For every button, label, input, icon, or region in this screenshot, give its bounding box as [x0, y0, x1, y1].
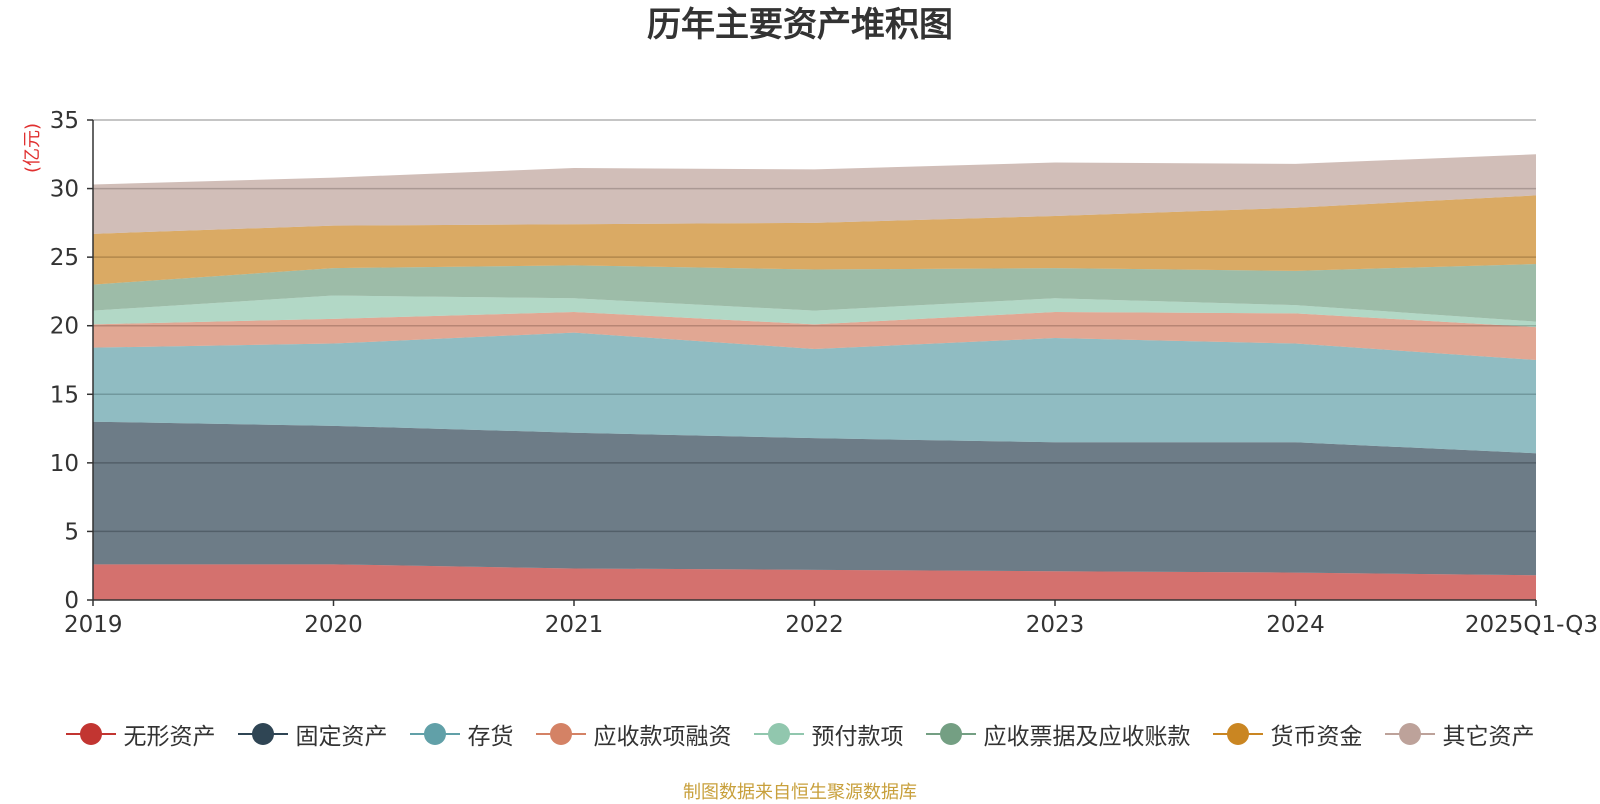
- legend-item-2[interactable]: 固定资产: [237, 717, 388, 751]
- legend-item-3[interactable]: 存货: [409, 717, 514, 751]
- x-tick-label: 2022: [785, 612, 844, 638]
- legend-item-8[interactable]: 其它资产: [1384, 717, 1535, 751]
- legend-marker-icon: [1212, 722, 1263, 746]
- area-series-4[interactable]: [93, 312, 1536, 360]
- chart-title: 历年主要资产堆积图: [647, 6, 953, 44]
- legend-label: 应收票据及应收账款: [983, 723, 1191, 749]
- legend-item-6[interactable]: 应收票据及应收账款: [925, 717, 1191, 751]
- legend-marker-icon: [237, 722, 288, 746]
- x-tick-label: 2021: [545, 612, 604, 638]
- source-note: 制图数据来自恒生聚源数据库: [683, 782, 917, 802]
- y-tick-label: 20: [50, 314, 79, 340]
- legend-marker-icon: [1384, 722, 1435, 746]
- x-tick-label: 2019: [64, 612, 123, 638]
- y-tick-label: 30: [50, 177, 79, 203]
- legend-label: 固定资产: [295, 723, 388, 749]
- x-tick-label: 2024: [1266, 612, 1325, 638]
- y-tick-label: 10: [50, 451, 79, 477]
- legend-marker-icon: [535, 722, 586, 746]
- y-tick-label: 5: [64, 519, 79, 545]
- x-tick-label: 2025Q1-Q3: [1465, 612, 1598, 638]
- area-series-8[interactable]: [93, 154, 1536, 234]
- area-series-7[interactable]: [93, 195, 1536, 285]
- legend-marker-icon: [409, 722, 460, 746]
- x-tick-label: 2023: [1026, 612, 1085, 638]
- legend-item-7[interactable]: 货币资金: [1212, 717, 1363, 751]
- area-series-1[interactable]: [93, 564, 1536, 600]
- legend: 无形资产 固定资产 存货 应收款项融资 预付款项 应收票据及应收账款 货币资金 其它资产: [0, 714, 1600, 754]
- legend-label: 货币资金: [1270, 723, 1363, 749]
- legend-label: 预付款项: [811, 723, 904, 749]
- legend-marker-icon: [65, 722, 116, 746]
- legend-label: 应收款项融资: [593, 723, 732, 749]
- legend-item-1[interactable]: 无形资产: [65, 717, 216, 751]
- axes: 0 5 10 15 20 25 30 35 2019 2020 2021 2022 2023 2024 20…: [50, 108, 1598, 638]
- area-series-3[interactable]: [93, 332, 1536, 454]
- legend-marker-icon: [753, 722, 804, 746]
- legend-item-5[interactable]: 预付款项: [753, 717, 904, 751]
- area-series-6[interactable]: [93, 264, 1536, 322]
- area-series-group: [93, 154, 1536, 600]
- legend-label: 存货: [467, 723, 514, 749]
- legend-marker-icon: [925, 722, 976, 746]
- area-series-2[interactable]: [93, 421, 1536, 576]
- area-series-5[interactable]: [93, 295, 1536, 328]
- y-tick-label: 35: [50, 108, 79, 134]
- legend-label: 无形资产: [123, 723, 216, 749]
- legend-item-4[interactable]: 应收款项融资: [535, 717, 732, 751]
- x-tick-label: 2020: [304, 612, 363, 638]
- y-tick-label: 0: [64, 588, 79, 614]
- y-tick-label: 25: [50, 245, 79, 271]
- y-axis-label: (亿元): [22, 123, 43, 173]
- y-tick-label: 15: [50, 382, 79, 408]
- legend-label: 其它资产: [1442, 723, 1535, 749]
